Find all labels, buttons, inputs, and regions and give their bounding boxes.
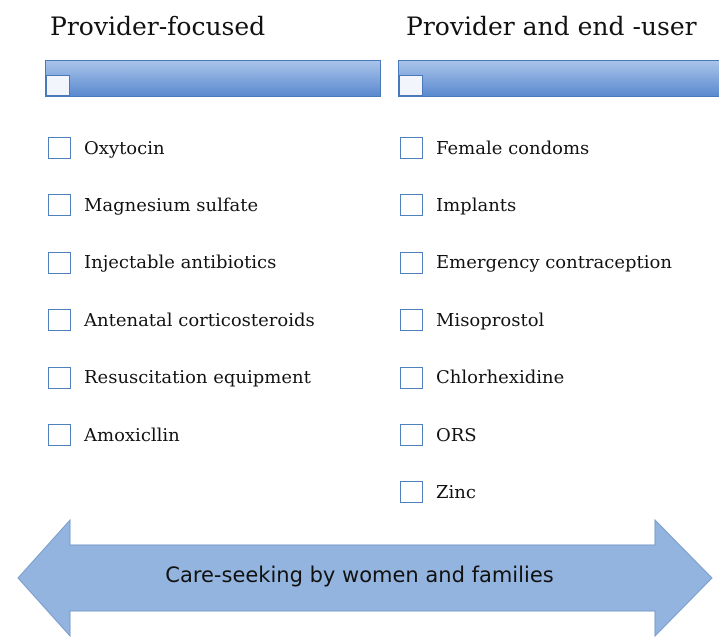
item-label: Oxytocin [84,137,165,159]
item-label: ORS [436,424,477,446]
list-item: Magnesium sulfate [48,193,258,217]
bar-square [399,75,423,96]
item-label: Emergency contraception [436,252,672,274]
list-item: ORS [400,423,477,447]
list-item: Female condoms [400,136,589,160]
item-label: Implants [436,194,517,216]
item-label: Injectable antibiotics [84,252,277,274]
bar-square [46,75,70,96]
checkbox [48,366,71,389]
checkbox [48,137,71,159]
item-label: Amoxicllin [84,424,180,446]
checkbox [400,366,423,389]
list-item: Implants [400,193,516,217]
checkbox [400,481,423,504]
list-item: Oxytocin [48,136,165,160]
item-label: Antenatal corticosteroids [84,309,315,331]
header-bar [398,60,719,97]
list-item: Antenatal corticosteroids [48,308,315,332]
list-item: Injectable antibiotics [48,251,276,275]
item-label: Chlorhexidine [436,367,565,389]
item-label: Female condoms [436,137,590,159]
column-heading: Provider-focused [50,12,266,41]
column-heading: Provider and end -user [406,12,697,41]
checkbox [400,309,423,332]
item-label: Misoprostol [436,309,545,331]
checkbox [400,424,423,446]
list-item: Zinc [400,480,476,504]
list-item: Chlorhexidine [400,366,564,390]
item-label: Magnesium sulfate [84,194,259,216]
item-label: Zinc [436,481,476,503]
header-bar [45,60,381,97]
checkbox [400,194,423,217]
checkbox [48,309,71,332]
checkbox [400,251,423,274]
checkbox [48,424,71,446]
list-item: Amoxicllin [48,423,180,447]
list-item: Misoprostol [400,308,544,332]
checkbox [48,251,71,274]
item-label: Resuscitation equipment [84,367,311,389]
checkbox [48,194,71,217]
arrow-label: Care-seeking by women and families [165,563,554,587]
checkbox [400,137,423,159]
list-item: Emergency contraception [400,251,672,275]
list-item: Resuscitation equipment [48,366,311,390]
